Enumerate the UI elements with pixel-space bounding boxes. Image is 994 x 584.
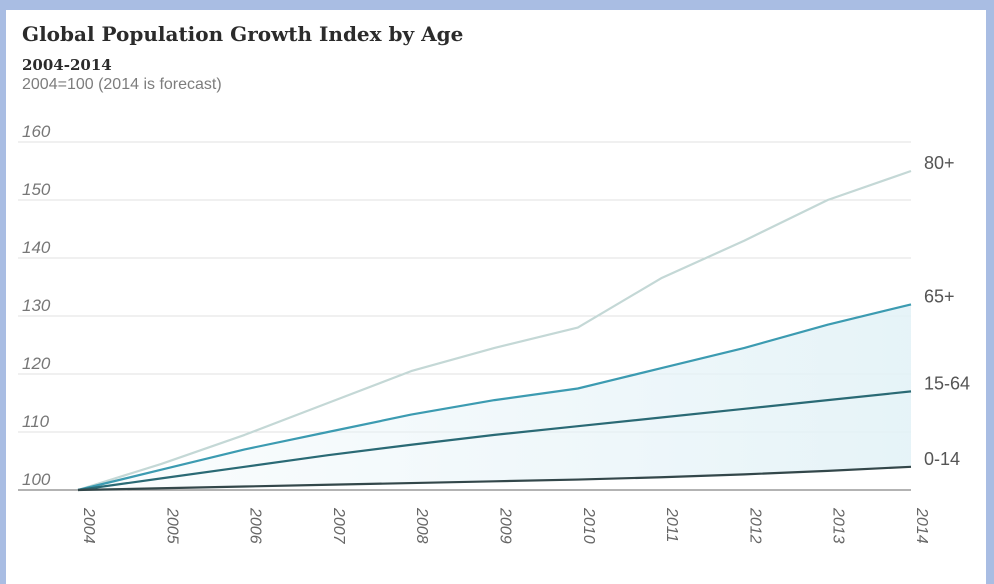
series-line-0-14 [77,465,912,492]
series-line-15-64 [77,390,912,492]
y-tick-label: 100 [22,470,51,489]
x-tick-label: 2013 [830,507,847,544]
series-label: 0-14 [924,449,960,469]
x-tick-label: 2005 [163,507,180,544]
x-tick-label: 2007 [330,507,347,545]
line-chart: 100 110 120 130 140 150 160 80+ 65+ 15-64 0-14 20… [18,122,970,545]
gridlines [18,141,911,491]
x-tick-label: 2008 [413,507,430,544]
x-tick-label: 2009 [497,507,514,544]
chart-card: Global Population Growth Index by Age 20… [6,10,986,584]
series-line-65+ [77,303,912,492]
area-band [78,304,911,490]
series-label: 65+ [924,286,955,306]
x-tick-label: 2011 [663,507,680,542]
y-tick-label: 110 [22,412,50,431]
x-tick-label: 2004 [80,507,97,544]
x-tick-label: 2010 [580,507,597,544]
chart-title: Global Population Growth Index by Age [22,22,464,46]
series-line-80+ [77,169,912,492]
y-tick-label: 150 [22,180,51,199]
series-label: 15-64 [924,373,970,393]
x-tick-label: 2014 [913,507,930,544]
series-band [78,304,911,490]
x-tick-label: 2006 [247,507,264,544]
series-label: 80+ [924,153,955,173]
x-tick-label: 2012 [746,507,763,544]
y-axis: 100 110 120 130 140 150 160 [22,122,51,489]
y-tick-label: 130 [22,296,51,315]
series-lines [77,169,912,492]
y-tick-label: 160 [22,122,51,141]
x-axis: 2004 2005 2006 2007 2008 2009 2010 2011 2012 2013… [80,507,930,545]
chart-note: 2004=100 (2014 is forecast) [22,76,222,93]
y-tick-label: 120 [22,354,51,373]
series-labels: 80+ 65+ 15-64 0-14 [924,153,970,469]
y-tick-label: 140 [22,238,51,257]
chart-subtitle: 2004-2014 [22,56,112,74]
